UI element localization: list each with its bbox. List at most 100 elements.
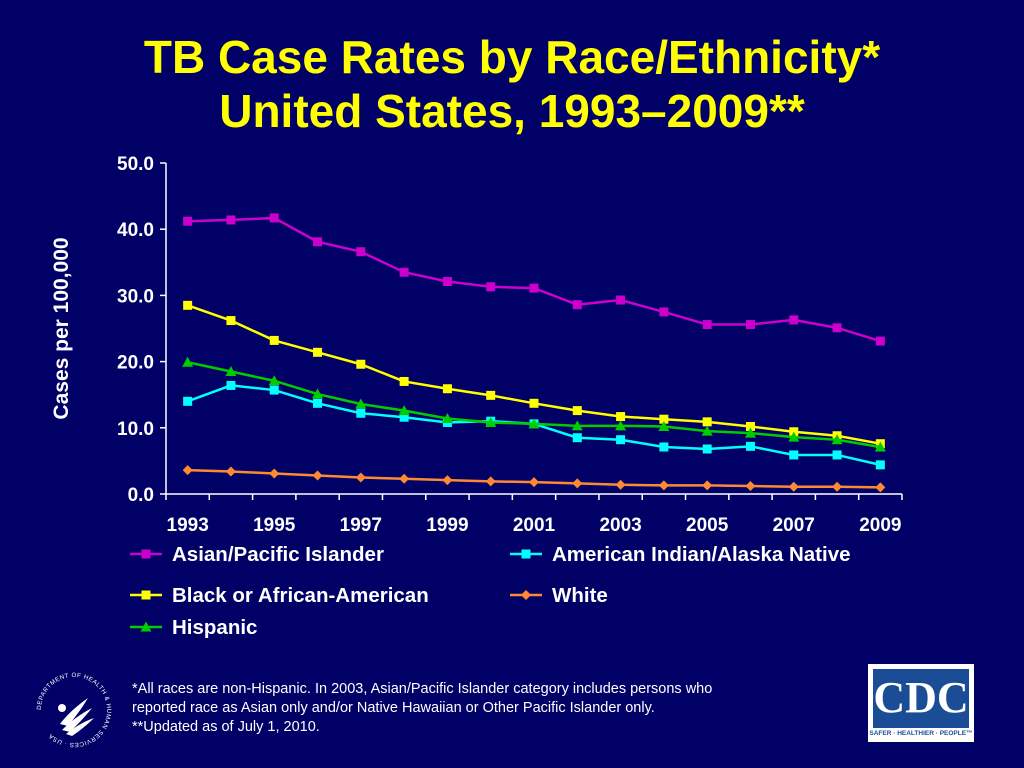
title-line-2: United States, 1993–2009** <box>219 85 805 137</box>
data-point <box>658 420 670 431</box>
x-tick-label: 2003 <box>599 515 641 536</box>
cdc-logo: CDC SAFER · HEALTHIER · PEOPLE™ <box>868 664 974 742</box>
data-point <box>702 444 712 454</box>
legend-label: Hispanic <box>172 616 257 639</box>
data-point <box>399 267 409 277</box>
x-tick-label: 2009 <box>859 515 901 536</box>
legend-label: Black or African-American <box>172 584 429 607</box>
y-tick-label: 40.0 <box>117 220 154 241</box>
y-tick-label: 50.0 <box>117 154 154 175</box>
data-point <box>398 405 410 416</box>
data-point <box>399 473 410 484</box>
data-point <box>269 213 279 223</box>
data-point <box>183 396 193 406</box>
series-4 <box>182 356 886 452</box>
legend-item: Asian/Pacific Islander <box>130 543 384 566</box>
series-line <box>187 216 881 343</box>
footnote-line-2: reported race as Asian only and/or Nativ… <box>132 700 655 716</box>
footnote-line-1: *All races are non-Hispanic. In 2003, As… <box>132 681 713 697</box>
data-point <box>226 380 236 390</box>
data-point <box>182 356 194 367</box>
data-point <box>313 347 323 357</box>
data-point <box>616 295 626 305</box>
data-point <box>183 300 193 310</box>
data-point <box>269 335 279 345</box>
data-point <box>615 420 627 431</box>
data-point <box>788 431 800 442</box>
data-point <box>312 470 323 481</box>
data-point <box>875 336 885 346</box>
y-axis-title: Cases per 100,000 <box>50 237 73 419</box>
data-point <box>659 307 669 317</box>
data-point <box>745 421 755 431</box>
line-chart: 0.0 10.0 20.0 30.0 40.0 50.0 1993 1995 1997 1999 2… <box>50 154 903 639</box>
data-point <box>832 323 842 333</box>
legend-item: Hispanic <box>130 616 257 639</box>
y-tick-label: 10.0 <box>117 419 154 440</box>
x-tick-label: 1997 <box>340 515 382 536</box>
chart-series <box>182 213 886 493</box>
data-point <box>702 480 713 491</box>
data-point <box>745 320 755 330</box>
data-point <box>182 465 193 476</box>
data-point <box>874 441 886 452</box>
hhs-logo: DEPARTMENT OF HEALTH & HUMAN SERVICES · … <box>32 668 116 757</box>
data-point <box>616 435 626 445</box>
data-point <box>399 412 409 422</box>
data-point <box>701 425 713 436</box>
footnote-line-3: **Updated as of July 1, 2010. <box>132 719 320 735</box>
legend-marker <box>140 621 152 632</box>
cdc-logo-text: CDC <box>873 673 969 722</box>
data-point <box>183 216 193 226</box>
data-point <box>356 247 366 257</box>
data-point <box>659 442 669 452</box>
data-point <box>225 366 237 377</box>
data-point <box>486 390 496 400</box>
data-point <box>788 481 799 492</box>
data-point <box>356 408 366 418</box>
series-3 <box>182 465 886 493</box>
data-point <box>269 385 279 395</box>
data-point <box>529 477 539 488</box>
data-point <box>268 375 280 386</box>
data-point <box>399 376 409 386</box>
x-tick-label: 2001 <box>513 515 556 536</box>
chart-axes: 0.0 10.0 20.0 30.0 40.0 50.0 1993 1995 1997 1999 2… <box>50 154 903 536</box>
data-point <box>485 417 497 428</box>
legend-marker <box>141 590 151 600</box>
data-point <box>875 460 885 470</box>
legend-marker <box>141 549 151 559</box>
legend-label: White <box>552 584 608 607</box>
data-point <box>529 283 539 293</box>
data-point <box>442 475 453 486</box>
data-point <box>226 316 236 326</box>
data-point <box>225 466 236 477</box>
data-point <box>875 482 886 493</box>
legend-marker <box>521 549 531 559</box>
footnote: *All races are non-Hispanic. In 2003, As… <box>132 680 852 737</box>
data-point <box>356 359 366 369</box>
data-point <box>744 427 756 438</box>
legend-item: Black or African-American <box>130 584 429 607</box>
y-tick-label: 0.0 <box>128 485 154 506</box>
data-point <box>745 481 756 492</box>
data-point <box>572 433 582 443</box>
data-point <box>528 418 540 429</box>
data-point <box>529 398 539 408</box>
x-tick-label: 1995 <box>253 515 296 536</box>
data-point <box>442 276 452 286</box>
cdc-logo-tagline: SAFER · HEALTHIER · PEOPLE™ <box>869 730 973 737</box>
data-point <box>702 320 712 330</box>
slide-title: TB Case Rates by Race/Ethnicity* United … <box>0 30 1024 138</box>
data-point <box>313 237 323 247</box>
x-tick-label: 2007 <box>773 515 815 536</box>
y-tick-label: 30.0 <box>117 286 154 307</box>
data-point <box>441 413 453 424</box>
x-tick-label: 1999 <box>426 515 468 536</box>
data-point <box>572 300 582 310</box>
data-point <box>832 481 843 492</box>
data-point <box>789 315 799 325</box>
data-point <box>269 468 280 479</box>
data-point <box>226 215 236 225</box>
data-point <box>616 412 626 422</box>
